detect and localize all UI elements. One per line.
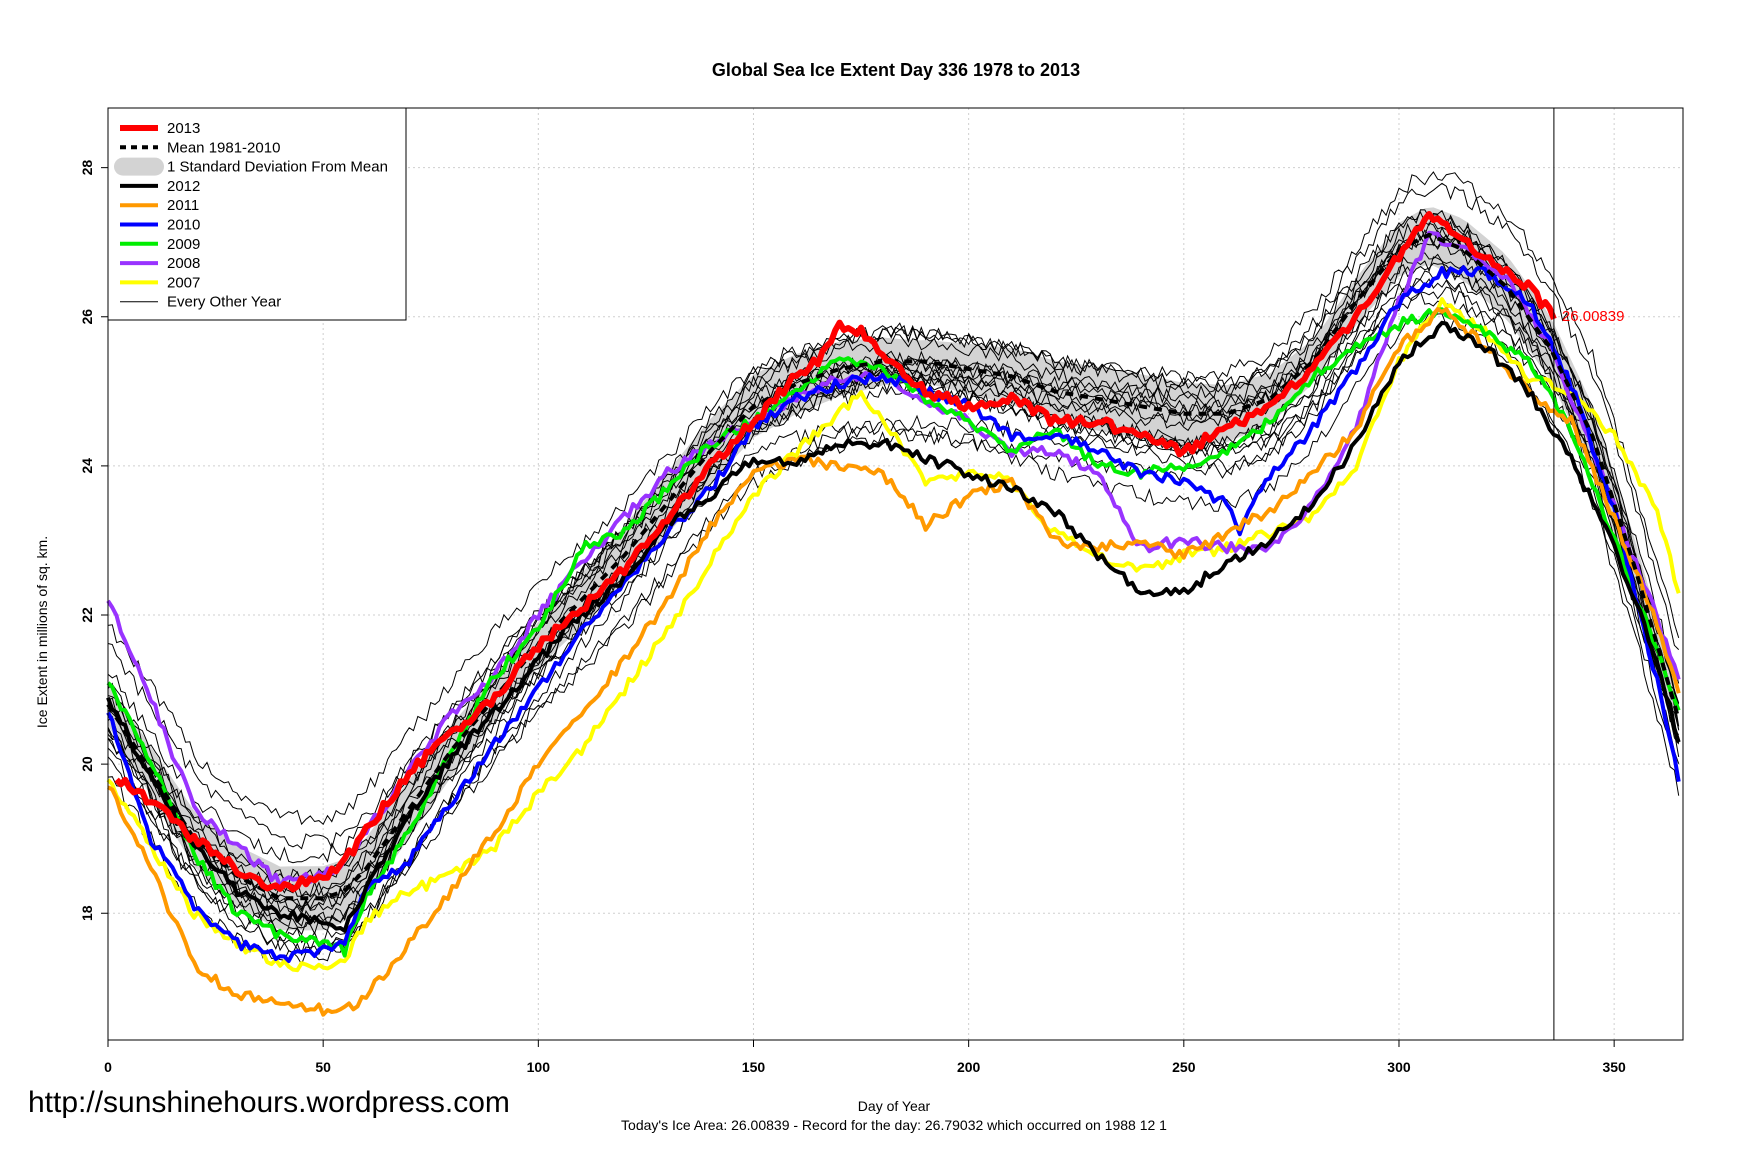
y-tick-label: 28 bbox=[79, 160, 95, 176]
every-other-year-line bbox=[107, 209, 1680, 885]
y-tick-label: 18 bbox=[79, 905, 95, 921]
legend-label: 2009 bbox=[167, 236, 200, 253]
x-axis-label: Day of Year bbox=[858, 1098, 931, 1114]
y-tick-label: 26 bbox=[79, 309, 95, 325]
x-tick-label: 250 bbox=[1172, 1059, 1196, 1075]
y-tick-label: 22 bbox=[79, 607, 95, 623]
every-other-year-line bbox=[107, 182, 1680, 850]
y-axis-label: Ice Extent in millions of sq. km. bbox=[34, 536, 50, 728]
chart-title: Global Sea Ice Extent Day 336 1978 to 20… bbox=[712, 60, 1080, 80]
series-line-2011 bbox=[107, 307, 1681, 1017]
x-tick-label: 150 bbox=[742, 1059, 766, 1075]
series-line-2010 bbox=[106, 265, 1681, 963]
series-line-2013 bbox=[114, 211, 1557, 893]
current-value-annotation: 26.00839 bbox=[1562, 308, 1625, 325]
every-other-year-line bbox=[107, 267, 1680, 897]
x-tick-label: 350 bbox=[1602, 1059, 1626, 1075]
every-other-year-line bbox=[107, 209, 1680, 898]
legend-label: 2010 bbox=[167, 217, 200, 234]
plot-area: 26.00839 0 50 100 150 200 250 300 350 18 20 22 24 26 2… bbox=[79, 107, 1684, 1075]
legend-box bbox=[107, 107, 407, 321]
x-tick-label: 50 bbox=[315, 1059, 331, 1075]
y-tick-label: 20 bbox=[79, 756, 95, 772]
legend-label: 2011 bbox=[167, 197, 199, 214]
series-line-2012 bbox=[106, 320, 1681, 933]
legend-label: 2012 bbox=[167, 178, 200, 195]
series-line-2007 bbox=[106, 297, 1681, 973]
footer-info: Today's Ice Area: 26.00839 - Record for … bbox=[621, 1117, 1167, 1133]
legend-label: 1 Standard Deviation From Mean bbox=[167, 159, 388, 176]
legend-label: 2008 bbox=[167, 255, 200, 272]
x-tick-label: 0 bbox=[104, 1059, 112, 1075]
x-tick-label: 100 bbox=[527, 1059, 551, 1075]
legend: 2013 Mean 1981-2010 1 Standard Deviation F… bbox=[107, 107, 407, 321]
every-other-year-line bbox=[107, 171, 1680, 826]
source-url: http://sunshinehours.wordpress.com bbox=[28, 1086, 510, 1119]
legend-label: 2007 bbox=[167, 274, 200, 291]
x-tick-label: 300 bbox=[1387, 1059, 1411, 1075]
legend-label: Mean 1981-2010 bbox=[167, 139, 280, 156]
legend-label: 2013 bbox=[167, 120, 200, 137]
legend-label: Every Other Year bbox=[167, 294, 281, 311]
x-tick-label: 200 bbox=[957, 1059, 981, 1075]
y-tick-label: 24 bbox=[79, 458, 95, 474]
legend-swatch bbox=[114, 157, 164, 176]
plot-border bbox=[107, 107, 1684, 1041]
series-line-2009 bbox=[106, 307, 1681, 958]
